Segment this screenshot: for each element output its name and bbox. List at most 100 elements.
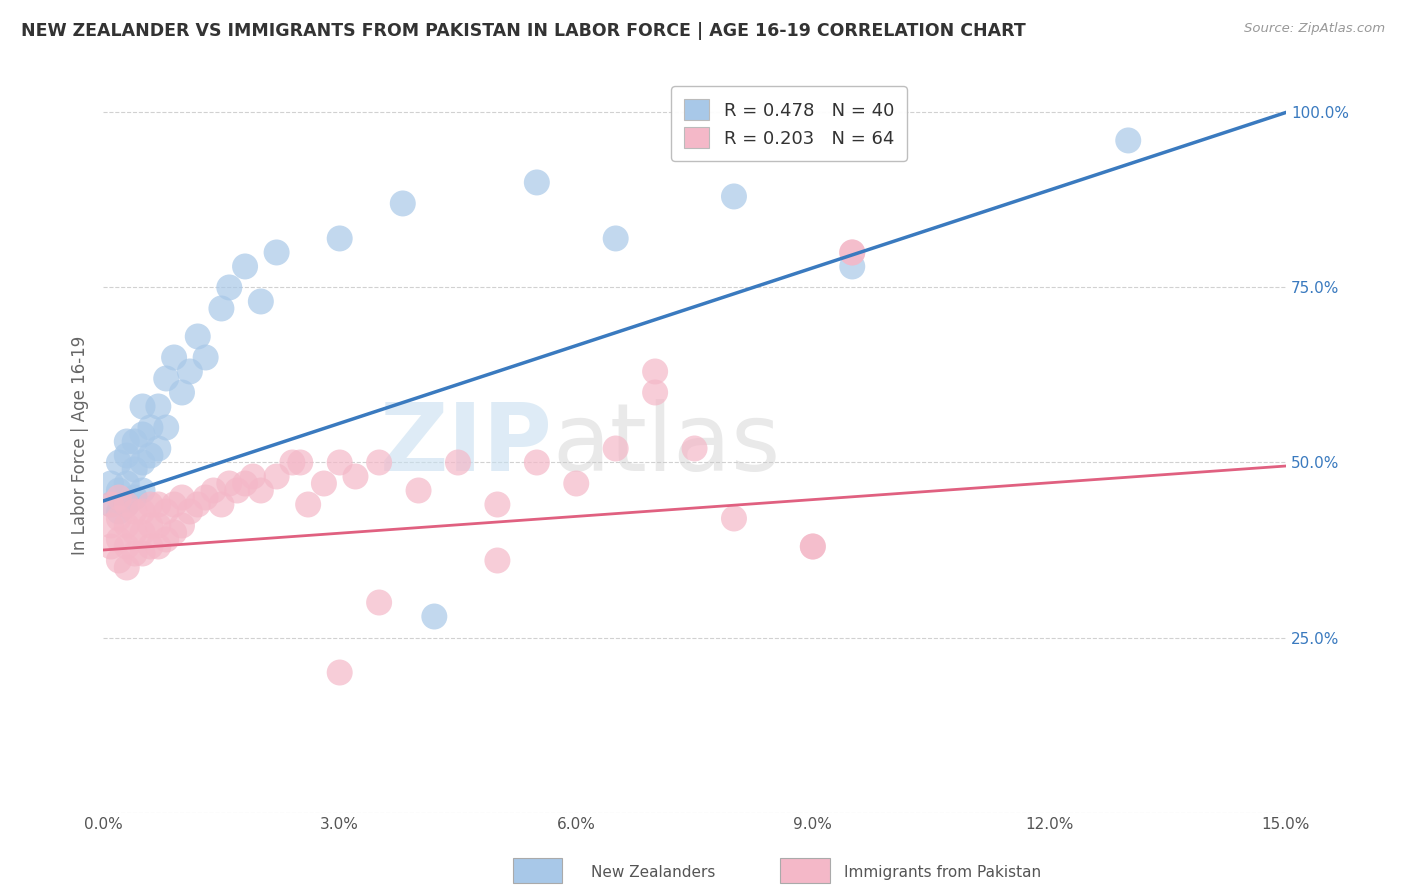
Point	[131, 427, 153, 442]
Point	[163, 351, 186, 365]
Point	[100, 498, 122, 512]
Point	[391, 196, 413, 211]
Point	[115, 498, 138, 512]
Point	[801, 540, 824, 554]
Point	[194, 351, 217, 365]
Point	[131, 547, 153, 561]
Point	[139, 449, 162, 463]
Point	[329, 455, 352, 469]
Text: New Zealanders: New Zealanders	[591, 865, 714, 880]
Point	[644, 385, 666, 400]
Point	[329, 665, 352, 680]
Point	[170, 385, 193, 400]
Point	[155, 371, 177, 385]
Point	[139, 540, 162, 554]
Point	[526, 455, 548, 469]
Point	[408, 483, 430, 498]
Point	[115, 449, 138, 463]
Point	[131, 504, 153, 518]
Point	[723, 511, 745, 525]
Point	[108, 504, 131, 518]
Point	[139, 420, 162, 434]
Point	[297, 498, 319, 512]
Point	[170, 491, 193, 505]
Point	[131, 483, 153, 498]
Point	[139, 518, 162, 533]
Point	[194, 491, 217, 505]
Point	[155, 504, 177, 518]
Text: Immigrants from Pakistan: Immigrants from Pakistan	[844, 865, 1040, 880]
Point	[486, 553, 509, 567]
Point	[108, 553, 131, 567]
Text: atlas: atlas	[553, 399, 780, 491]
Point	[115, 560, 138, 574]
Point	[100, 476, 122, 491]
Point	[179, 364, 201, 378]
Point	[163, 525, 186, 540]
Point	[124, 525, 146, 540]
Point	[100, 518, 122, 533]
Point	[312, 476, 335, 491]
Point	[148, 498, 170, 512]
Point	[723, 189, 745, 203]
Point	[218, 476, 240, 491]
Point	[841, 245, 863, 260]
Point	[124, 504, 146, 518]
Point	[1116, 133, 1139, 147]
Point	[202, 483, 225, 498]
Point	[148, 400, 170, 414]
Point	[526, 176, 548, 190]
Point	[801, 540, 824, 554]
Point	[115, 434, 138, 449]
Point	[108, 455, 131, 469]
Point	[329, 231, 352, 245]
Point	[368, 455, 391, 469]
Point	[841, 245, 863, 260]
Point	[139, 498, 162, 512]
Y-axis label: In Labor Force | Age 16-19: In Labor Force | Age 16-19	[72, 335, 89, 555]
Point	[233, 476, 256, 491]
Point	[266, 245, 288, 260]
Point	[148, 540, 170, 554]
Text: Source: ZipAtlas.com: Source: ZipAtlas.com	[1244, 22, 1385, 36]
Point	[108, 491, 131, 505]
Point	[100, 540, 122, 554]
Point	[155, 420, 177, 434]
Point	[124, 462, 146, 476]
Point	[605, 442, 627, 456]
Point	[218, 280, 240, 294]
Point	[108, 533, 131, 547]
Point	[486, 498, 509, 512]
Point	[290, 455, 312, 469]
Point	[148, 442, 170, 456]
Point	[115, 540, 138, 554]
Point	[170, 518, 193, 533]
Point	[115, 476, 138, 491]
Legend: R = 0.478   N = 40, R = 0.203   N = 64: R = 0.478 N = 40, R = 0.203 N = 64	[672, 87, 907, 161]
Point	[250, 294, 273, 309]
Point	[108, 483, 131, 498]
Point	[124, 491, 146, 505]
Point	[131, 400, 153, 414]
Point	[344, 469, 367, 483]
Point	[100, 498, 122, 512]
Point	[209, 301, 232, 316]
Point	[131, 455, 153, 469]
Point	[187, 329, 209, 343]
Point	[226, 483, 249, 498]
Point	[266, 469, 288, 483]
Point	[233, 260, 256, 274]
Point	[242, 469, 264, 483]
Point	[423, 609, 446, 624]
Point	[644, 364, 666, 378]
Text: ZIP: ZIP	[380, 399, 553, 491]
Point	[605, 231, 627, 245]
Point	[179, 504, 201, 518]
Point	[124, 547, 146, 561]
Point	[131, 525, 153, 540]
Point	[447, 455, 470, 469]
Point	[209, 498, 232, 512]
Point	[683, 442, 706, 456]
Point	[155, 533, 177, 547]
Point	[163, 498, 186, 512]
